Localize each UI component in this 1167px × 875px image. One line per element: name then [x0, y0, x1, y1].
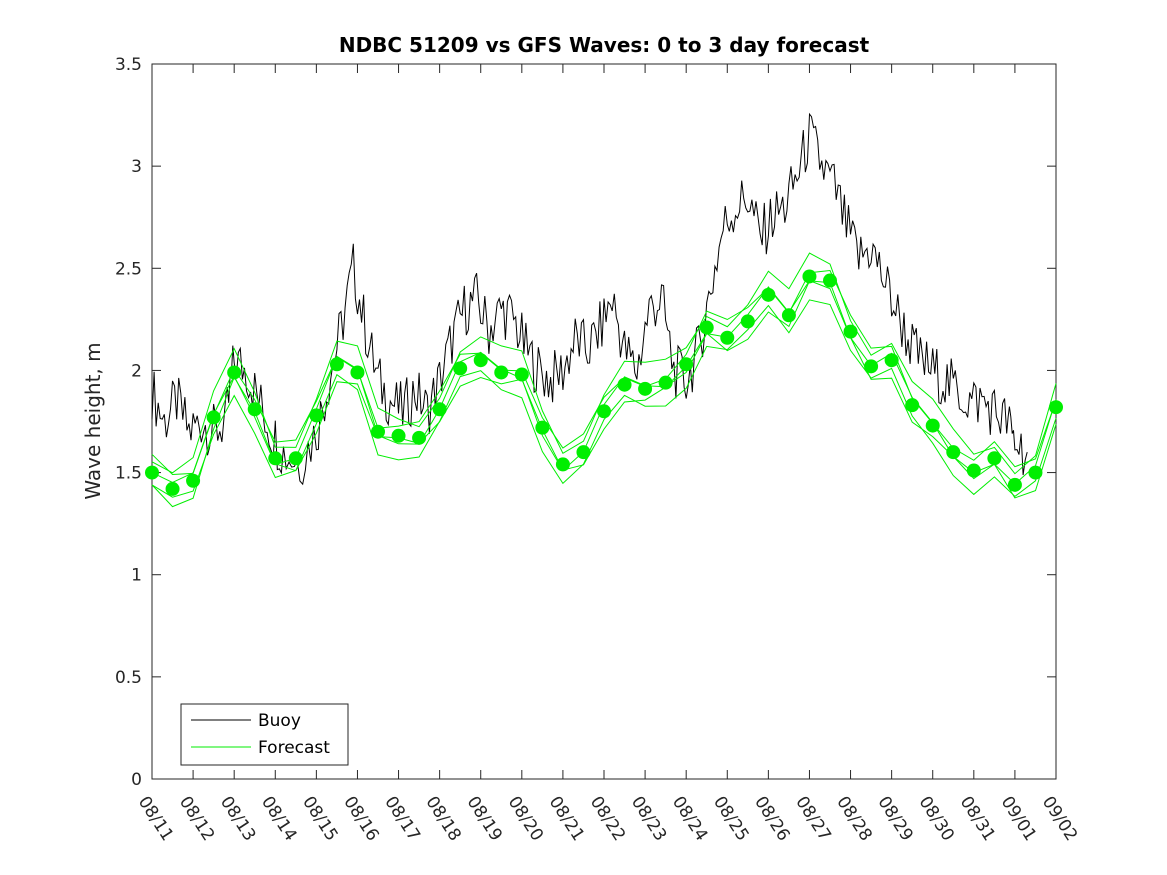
chart-title: NDBC 51209 vs GFS Waves: 0 to 3 day fore… [339, 33, 870, 57]
forecast-point [391, 428, 406, 443]
series-layer [145, 112, 1063, 508]
forecast-point [555, 457, 570, 472]
y-tick-label: 2 [131, 361, 142, 381]
legend-box [180, 703, 349, 766]
forecast-point [288, 451, 303, 466]
y-tick-label: 2.5 [115, 259, 142, 279]
forecast-point [946, 445, 961, 460]
y-tick-label: 1 [131, 566, 142, 586]
forecast-point [1007, 477, 1022, 492]
forecast-point [699, 320, 714, 335]
forecast-point [761, 287, 776, 302]
y-tick-label: 0 [131, 770, 142, 790]
legend-buoy-label: Buoy [258, 711, 301, 731]
forecast-point [720, 330, 735, 345]
forecast-point [473, 353, 488, 368]
legend: Buoy Forecast [180, 703, 349, 766]
forecast-line [151, 252, 1057, 475]
forecast-point [247, 402, 262, 417]
forecast-line [151, 269, 1057, 476]
forecast-point [679, 357, 694, 372]
forecast-point [987, 451, 1002, 466]
forecast-point [576, 445, 591, 460]
forecast-line [151, 299, 1057, 498]
forecast-point [884, 353, 899, 368]
forecast-point [1049, 400, 1063, 415]
legend-forecast-label: Forecast [258, 738, 330, 758]
y-tick-label: 0.5 [115, 668, 142, 688]
forecast-point [740, 314, 755, 329]
forecast-point [412, 430, 427, 445]
forecast-point [925, 418, 940, 433]
y-axis: 0 0.5 1 1.5 2 2.5 3 3.5 [115, 55, 1056, 790]
forecast-point [1028, 465, 1043, 480]
forecast-point [145, 465, 159, 480]
forecast-point [432, 402, 447, 417]
forecast-point [453, 361, 468, 376]
forecast-point [268, 451, 283, 466]
forecast-point [966, 463, 981, 478]
plot-area [151, 63, 1057, 780]
forecast-point [802, 269, 817, 284]
forecast-point [905, 398, 920, 413]
forecast-point [494, 365, 509, 380]
forecast-point [186, 473, 201, 488]
forecast-point [617, 377, 632, 392]
y-axis-label: Wave height, m [81, 342, 105, 499]
forecast-point [535, 420, 550, 435]
forecast-point [823, 273, 837, 288]
forecast-point [843, 324, 858, 339]
forecast-point [350, 365, 365, 380]
forecast-point [329, 357, 344, 372]
forecast-point [206, 410, 221, 425]
forecast-point [227, 365, 242, 380]
forecast-point [514, 367, 529, 382]
forecast-point [781, 308, 796, 323]
forecast-point [309, 408, 324, 423]
forecast-point [864, 359, 879, 374]
forecast-point [371, 424, 385, 439]
y-tick-label: 3 [131, 157, 142, 177]
forecast-point [597, 404, 611, 419]
forecast-point [638, 381, 653, 396]
forecast-point [658, 375, 673, 390]
y-tick-label: 3.5 [115, 55, 142, 75]
forecast-point [165, 481, 180, 496]
y-tick-label: 1.5 [115, 464, 142, 484]
